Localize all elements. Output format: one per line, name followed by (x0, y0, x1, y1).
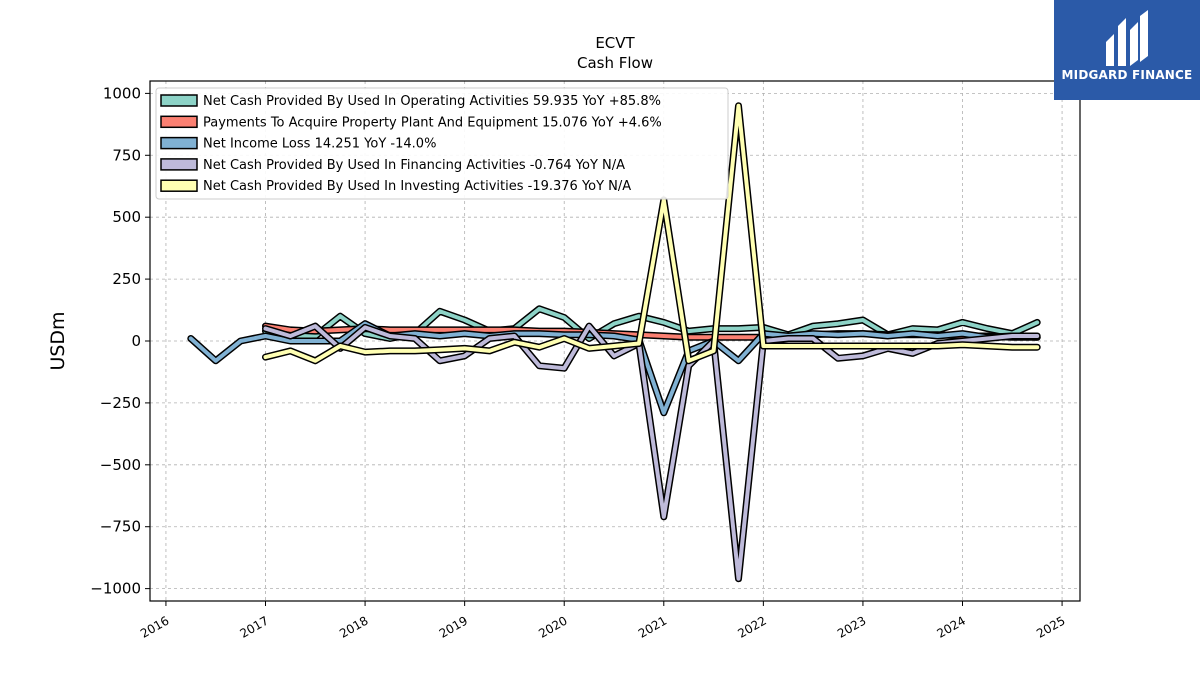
logo-text: MIDGARD FINANCE (1061, 68, 1193, 82)
midgard-finance-logo: MIDGARD FINANCE (1054, 0, 1200, 100)
legend-swatch (160, 115, 198, 129)
x-tick-label: 2018 (337, 613, 370, 640)
legend-label: Payments To Acquire Property Plant And E… (203, 115, 662, 130)
legend-swatch (160, 136, 198, 150)
y-tick-label: −1000 (90, 580, 141, 598)
x-tick-label: 2025 (1034, 613, 1067, 640)
legend-label: Net Cash Provided By Used In Financing A… (203, 158, 625, 173)
y-tick-label: −500 (100, 456, 141, 474)
y-tick-label: −250 (100, 394, 141, 412)
x-tick-label: 2024 (935, 613, 968, 640)
legend-label: Net Income Loss 14.251 YoY -14.0% (203, 137, 436, 152)
y-tick-label: 750 (112, 146, 141, 164)
series-line (262, 322, 1041, 583)
chart-subtitle: Cash Flow (577, 54, 653, 72)
legend: Net Cash Provided By Used In Operating A… (155, 87, 729, 200)
series-line (262, 102, 1041, 365)
y-tick-label: 250 (112, 270, 141, 288)
x-tick-label: 2016 (138, 613, 171, 640)
axis-layer: 2016 2017 2018 2019 2020 2021 2022 2023 2024 2025… (90, 84, 1067, 640)
series-line-core (263, 103, 1040, 363)
y-tick-label: 1000 (103, 84, 141, 102)
y-tick-label: 0 (131, 332, 141, 350)
series-layer (187, 102, 1041, 583)
x-tick-label: 2021 (636, 613, 669, 640)
y-axis-label: USDm (47, 311, 69, 370)
series-line-outline (262, 322, 1041, 583)
legend-swatch (160, 158, 198, 171)
series-line-core (263, 324, 1040, 581)
x-tick-label: 2017 (238, 613, 271, 640)
legend-box (155, 87, 729, 200)
y-tick-label: −750 (100, 518, 141, 536)
x-tick-label: 2022 (735, 613, 768, 640)
x-tick-label: 2019 (437, 613, 470, 640)
legend-label: Net Cash Provided By Used In Operating A… (203, 94, 661, 109)
midgard-logo-icon (1106, 10, 1148, 66)
x-tick-label: 2020 (536, 613, 569, 640)
legend-label: Net Cash Provided By Used In Investing A… (203, 179, 631, 194)
x-tick-label: 2023 (835, 613, 868, 640)
legend-swatch (160, 179, 198, 192)
y-tick-label: 500 (112, 208, 141, 226)
chart-title: ECVT (595, 34, 635, 52)
legend-swatch (160, 94, 198, 107)
